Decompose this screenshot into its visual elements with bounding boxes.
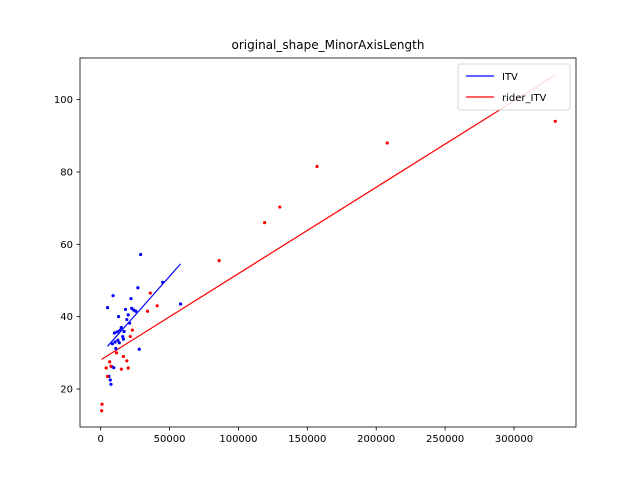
point-rider_ITV-21 (553, 119, 557, 123)
y-tick-label: 40 (60, 312, 73, 323)
point-ITV-32 (178, 302, 183, 306)
point-rider_ITV-6 (114, 351, 119, 355)
point-rider_ITV-14 (148, 291, 152, 295)
plot-area (100, 74, 557, 413)
x-tick-label: 250000 (426, 434, 464, 445)
legend-label-ITV: ITV (502, 72, 518, 83)
point-ITV-22 (126, 313, 130, 317)
axes-frame (79, 57, 577, 428)
point-ITV-16 (119, 325, 123, 330)
point-ITV-9 (113, 340, 117, 344)
point-ITV-27 (134, 309, 138, 313)
point-ITV-12 (116, 338, 120, 342)
point-ITV-8 (112, 331, 117, 335)
point-rider_ITV-1 (100, 402, 104, 406)
point-ITV-17 (121, 334, 125, 339)
point-rider_ITV-16 (217, 258, 221, 263)
point-rider_ITV-15 (155, 304, 159, 308)
point-rider_ITV-20 (385, 141, 389, 145)
point-ITV-14 (117, 341, 121, 345)
point-ITV-7 (112, 366, 116, 370)
point-ITV-29 (137, 347, 141, 351)
point-rider_ITV-5 (109, 364, 113, 368)
trendline-rider_ITV (101, 74, 556, 360)
y-tick-label: 100 (54, 95, 73, 106)
x-tick-label: 200000 (357, 434, 395, 445)
y-tick-label: 60 (60, 240, 73, 251)
point-ITV-21 (125, 317, 129, 322)
point-ITV-18 (121, 337, 125, 341)
point-ITV-23 (128, 321, 132, 325)
point-rider_ITV-12 (130, 328, 134, 332)
trendline-ITV (107, 263, 182, 347)
point-ITV-30 (139, 252, 143, 257)
point-rider_ITV-4 (108, 360, 112, 364)
chart-title: original_shape_MinorAxisLength (232, 38, 425, 52)
point-ITV-28 (136, 286, 140, 290)
point-rider_ITV-18 (278, 205, 282, 209)
x-tick-label: 150000 (288, 434, 326, 445)
point-rider_ITV-2 (104, 366, 108, 370)
point-ITV-2 (108, 378, 112, 382)
y-tick-label: 20 (60, 385, 73, 396)
x-tick-label: 100000 (219, 434, 257, 445)
point-rider_ITV-17 (263, 221, 267, 225)
legend-label-rider_ITV: rider_ITV (502, 93, 547, 104)
point-ITV-5 (110, 342, 114, 346)
point-ITV-6 (111, 294, 115, 298)
point-ITV-20 (123, 307, 128, 312)
y-tick-label: 80 (60, 167, 73, 178)
point-rider_ITV-11 (128, 334, 132, 339)
point-ITV-3 (109, 382, 113, 386)
axes: 0 50000 100000 150000 200000 250000 300000 20 40… (54, 57, 577, 445)
x-tick-label: 300000 (495, 434, 533, 445)
point-rider_ITV-13 (145, 309, 150, 313)
point-rider_ITV-0 (100, 409, 104, 413)
point-ITV-0 (105, 306, 110, 310)
point-ITV-11 (115, 330, 119, 334)
x-tick-label: 50000 (154, 434, 186, 445)
point-rider_ITV-10 (126, 366, 130, 370)
legend: ITV rider_ITV (457, 63, 571, 111)
point-ITV-25 (130, 306, 134, 310)
point-ITV-31 (161, 280, 165, 284)
point-rider_ITV-7 (119, 367, 123, 371)
point-rider_ITV-3 (105, 374, 110, 378)
point-ITV-13 (116, 315, 121, 319)
point-rider_ITV-9 (125, 359, 129, 363)
point-ITV-15 (118, 328, 122, 333)
point-ITV-24 (129, 296, 133, 301)
x-tick-label: 0 (97, 434, 103, 445)
point-ITV-10 (114, 346, 118, 351)
point-rider_ITV-8 (121, 354, 125, 359)
point-ITV-19 (122, 329, 126, 334)
point-rider_ITV-19 (315, 164, 319, 169)
